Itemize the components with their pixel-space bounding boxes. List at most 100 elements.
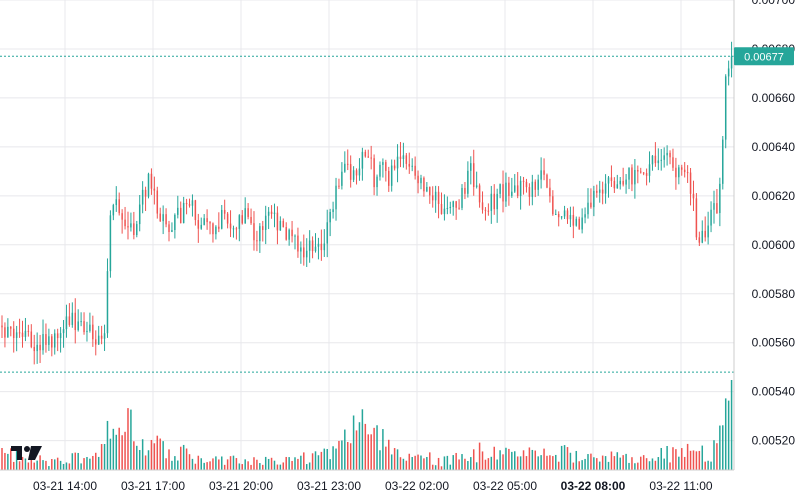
candle-body-up (607, 177, 610, 184)
candle-body-down (311, 240, 314, 252)
tradingview-logo-icon[interactable] (11, 446, 42, 460)
volume-bar (311, 453, 314, 470)
volume-bars (1, 380, 733, 470)
volume-bar (229, 456, 232, 470)
time-tick-label: 03-21 14:00 (33, 479, 97, 493)
volume-bar (136, 445, 138, 470)
volume-bar (18, 461, 21, 470)
volume-bar (683, 456, 686, 470)
candle-body-up (710, 209, 712, 226)
candle-body-up (80, 321, 82, 323)
candle-body-down (159, 213, 161, 222)
candle-body-down (385, 162, 387, 171)
volume-bar (259, 463, 261, 470)
price-tick-label: 0.00640 (752, 140, 796, 154)
candle-body-down (681, 167, 683, 170)
volume-bar (349, 443, 352, 470)
volume-bar (590, 453, 592, 470)
candle-body-up (273, 212, 276, 214)
volume-bar (10, 448, 12, 470)
volume-bar (218, 459, 220, 470)
candle-body-up (279, 220, 282, 231)
candle-body-up (267, 211, 270, 216)
volume-bar (645, 458, 648, 470)
volume-bar (417, 454, 419, 470)
volume-bar (654, 460, 657, 470)
time-tick-label: 03-22 08:00 (561, 479, 626, 493)
candle-body-down (250, 216, 252, 224)
candle-body-down (262, 226, 264, 230)
candle-body-up (470, 163, 472, 171)
candle-body-up (36, 344, 38, 352)
candle-body-down (349, 164, 352, 180)
volume-bar (613, 456, 616, 470)
volume-bar (637, 462, 639, 470)
volume-bar (578, 461, 580, 470)
volume-bar (560, 445, 563, 470)
price-axis[interactable]: 0.00520 0.00540 0.00560 0.00580 0.00600 0.006… (733, 0, 796, 470)
volume-bar (177, 460, 179, 470)
volume-bar (449, 464, 452, 470)
volume-bar (470, 457, 472, 470)
volume-bar (376, 425, 378, 470)
time-axis[interactable]: 03-21 14:00 03-21 17:00 03-21 20:00 03-21 2… (0, 469, 734, 493)
candle-body-up (215, 226, 217, 235)
candle-body-down (156, 190, 159, 214)
candle-body-up (505, 182, 507, 202)
candle-body-down (399, 156, 402, 159)
candle-body-up (461, 187, 463, 208)
candle-body-up (376, 176, 378, 188)
volume-bar (657, 457, 660, 470)
candle-body-down (256, 240, 258, 242)
volume-bar (71, 453, 74, 470)
volume-bar (103, 443, 106, 470)
volume-bar (701, 445, 704, 470)
candle-body-up (323, 243, 326, 251)
candle-body-up (560, 216, 563, 218)
volume-bar (399, 457, 402, 470)
candle-body-down (30, 331, 33, 347)
volume-bar (83, 458, 85, 470)
volume-bar (651, 458, 654, 470)
volume-bar (672, 447, 674, 470)
volume-bar (719, 425, 721, 470)
candle-body-down (683, 169, 686, 173)
volume-bar (7, 453, 9, 470)
time-tick-label: 03-22 05:00 (473, 479, 537, 493)
candle-body-down (144, 189, 147, 197)
volume-bar (575, 450, 578, 470)
volume-bar (305, 464, 308, 470)
candle-body-down (226, 213, 229, 224)
volume-bar (411, 457, 413, 470)
volume-bar (24, 458, 27, 470)
volume-bar (118, 427, 120, 470)
volume-bar (267, 458, 270, 470)
candle-body-down (74, 312, 76, 331)
volume-bar (62, 463, 65, 470)
volume-bar (440, 466, 443, 470)
candle-body-down (639, 171, 642, 173)
volume-bar (390, 454, 393, 470)
volume-bar (531, 449, 534, 470)
candle-body-down (388, 170, 390, 186)
volume-bar (141, 439, 144, 470)
volume-bar (508, 448, 510, 470)
candle-body-up (660, 159, 662, 161)
candle-body-down (502, 184, 504, 202)
time-tick-label: 03-22 02:00 (385, 479, 449, 493)
candle-body-up (177, 207, 179, 215)
candle-body-down (528, 187, 531, 197)
candle-body-down (153, 188, 156, 191)
candle-body-up (593, 190, 595, 208)
candle-body-down (165, 214, 167, 225)
candle-body-down (695, 198, 698, 238)
candle-body-up (663, 155, 665, 160)
volume-bar (698, 450, 701, 470)
candle-body-down (185, 202, 188, 205)
volume-bar (534, 450, 537, 470)
candle-body-up (446, 207, 449, 209)
candle-body-up (305, 250, 308, 258)
candle-body-up (221, 209, 223, 229)
